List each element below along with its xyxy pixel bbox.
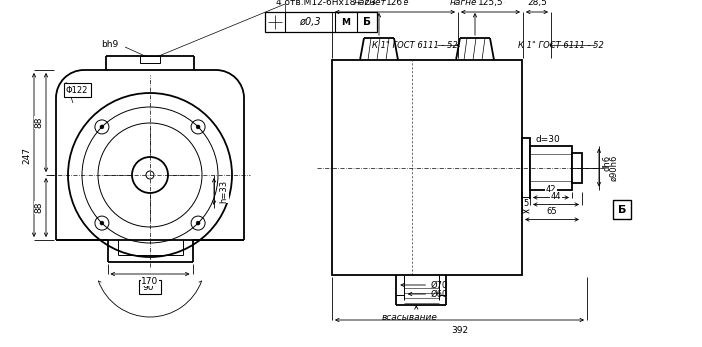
Text: 65: 65 [547,206,557,215]
Circle shape [196,125,200,129]
Text: Φ122: Φ122 [66,85,88,94]
Text: 42: 42 [545,185,556,194]
Text: 28,5: 28,5 [527,0,547,7]
Bar [332,60,522,275]
Text: Ø70: Ø70 [430,280,448,289]
Bar [140,56,160,63]
Text: ø0,3: ø0,3 [299,17,321,27]
Text: h=33: h=33 [220,180,228,203]
Text: 247: 247 [22,146,32,163]
Text: 88: 88 [34,202,44,213]
Text: всасывание: всасывание [381,313,437,322]
Text: ø90h6: ø90h6 [609,154,618,181]
Bar [572,152,582,183]
Text: 126: 126 [386,0,404,7]
Text: К 1" ГОСТ 6111 - 52: К 1" ГОСТ 6111 - 52 [518,41,604,50]
Text: 4 отв.М12-6Нх18 - 23: 4 отв.М12-6Нх18 - 23 [276,0,376,7]
Circle shape [100,125,104,129]
Bar [522,137,530,197]
Text: d=30: d=30 [535,135,559,144]
Text: К 1" ГОСТ 6111 - 52: К 1" ГОСТ 6111 - 52 [372,41,458,50]
Text: 392: 392 [451,326,468,335]
Text: 90°: 90° [142,282,158,291]
FancyArrowPatch shape [457,44,460,46]
Text: Ø60: Ø60 [430,289,448,298]
FancyArrowPatch shape [550,44,552,46]
Text: 44: 44 [551,192,562,201]
Bar [530,145,572,189]
Circle shape [196,221,200,225]
Text: нагнетание: нагнетание [449,0,505,7]
Text: нагнетание: нагнетание [353,0,409,7]
Circle shape [100,221,104,225]
Text: 170: 170 [141,277,159,286]
Text: 125,5: 125,5 [477,0,503,7]
Text: Б: Б [618,204,626,214]
Text: 88: 88 [34,117,44,128]
Bar [265,12,377,32]
Text: М: М [341,17,350,26]
Text: bh9: bh9 [101,40,119,49]
Text: dh6: dh6 [602,154,611,171]
Text: 5: 5 [524,198,529,208]
Text: Б: Б [363,17,371,27]
